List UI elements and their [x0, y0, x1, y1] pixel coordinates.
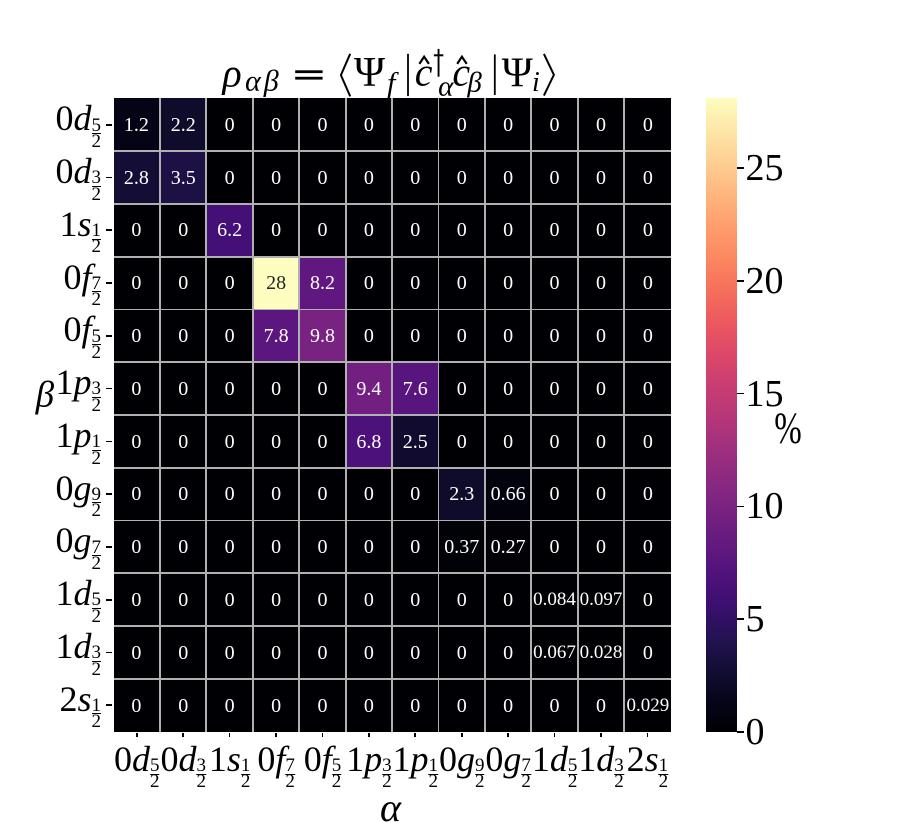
svg-text:ρ: ρ: [221, 50, 242, 95]
svg-text:Ψ: Ψ: [354, 50, 385, 96]
svg-text:f: f: [387, 66, 399, 99]
svg-text:β: β: [466, 67, 482, 99]
svg-text:i: i: [532, 67, 540, 98]
svg-text:c: c: [415, 50, 433, 95]
svg-text:Ψ: Ψ: [502, 51, 533, 97]
svg-text:α: α: [438, 70, 454, 102]
svg-text:αβ: αβ: [245, 65, 282, 98]
